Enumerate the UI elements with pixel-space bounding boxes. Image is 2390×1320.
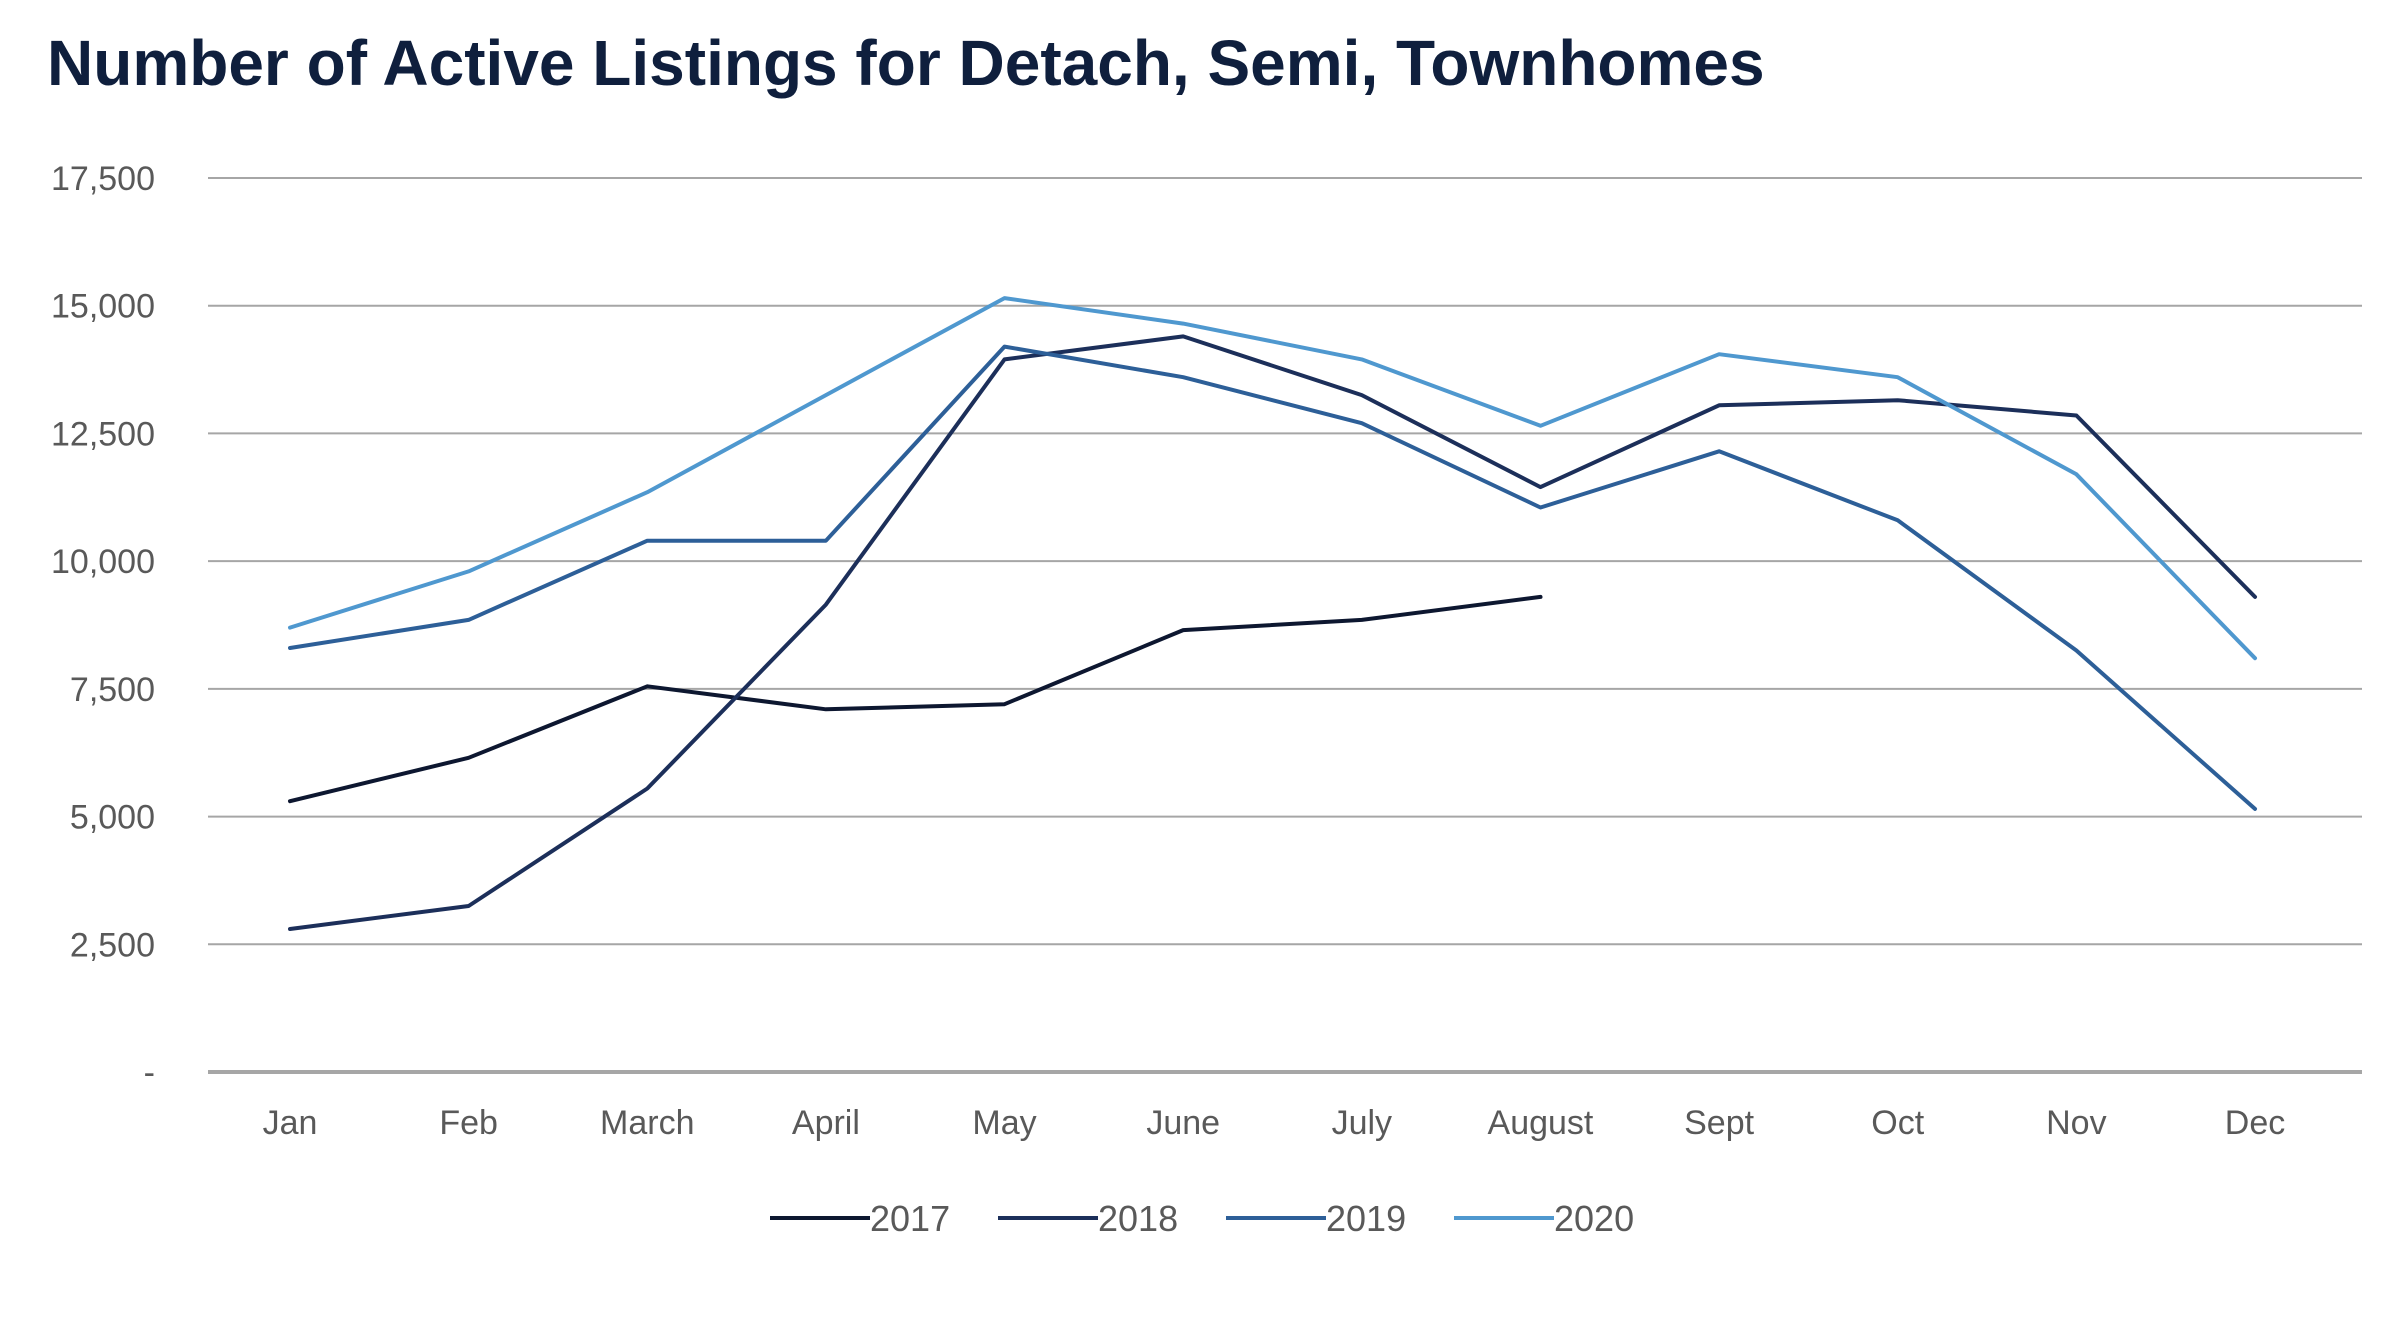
series-line-2017 — [288, 594, 1543, 804]
y-axis-tick-labels: - 2,500 5,000 7,500 10,000 12,500 15,000 17,500 — [51, 160, 155, 1092]
series-line-2018 — [288, 334, 2257, 931]
x-tick-label: August — [1488, 1104, 1594, 1142]
y-tick-label: 5,000 — [70, 799, 155, 837]
series-line-2020 — [288, 296, 2257, 661]
y-tick-label: - — [144, 1054, 155, 1092]
x-tick-label: Nov — [2046, 1104, 2106, 1142]
x-tick-label: Feb — [439, 1104, 498, 1142]
chart-title: Number of Active Listings for Detach, Se… — [47, 27, 1765, 99]
x-tick-label: May — [972, 1104, 1036, 1142]
x-tick-label: April — [792, 1104, 860, 1142]
legend: 2017 2018 2019 2020 — [770, 1198, 1634, 1239]
x-tick-label: Sept — [1684, 1104, 1754, 1142]
y-tick-label: 12,500 — [51, 415, 155, 453]
series-line-2019 — [288, 344, 2257, 811]
y-tick-label: 2,500 — [70, 926, 155, 964]
y-tick-label: 17,500 — [51, 160, 155, 198]
legend-label-2019: 2019 — [1326, 1198, 1406, 1239]
x-tick-label: Dec — [2225, 1104, 2285, 1142]
y-tick-label: 10,000 — [51, 543, 155, 581]
x-tick-label: March — [600, 1104, 694, 1142]
gridlines — [208, 177, 2362, 1074]
legend-label-2017: 2017 — [870, 1198, 950, 1239]
x-tick-label: Oct — [1871, 1104, 1924, 1142]
legend-label-2020: 2020 — [1554, 1198, 1634, 1239]
x-tick-label: July — [1332, 1104, 1392, 1142]
legend-label-2018: 2018 — [1098, 1198, 1178, 1239]
series-lines — [288, 296, 2257, 931]
y-tick-label: 15,000 — [51, 288, 155, 326]
x-tick-label: Jan — [263, 1104, 318, 1142]
y-tick-label: 7,500 — [70, 671, 155, 709]
x-tick-label: June — [1146, 1104, 1220, 1142]
x-axis-tick-labels: Jan Feb March April May June July August Sept Oct… — [263, 1104, 2286, 1142]
